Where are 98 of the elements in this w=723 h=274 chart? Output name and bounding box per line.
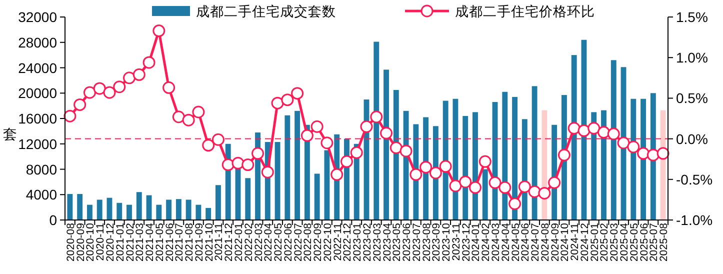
bar bbox=[156, 204, 162, 220]
x-tick-label: 2022-08 bbox=[302, 222, 314, 262]
x-tick-label: 2020-09 bbox=[74, 222, 87, 262]
x-tick-label: 2022-09 bbox=[312, 222, 324, 262]
bar bbox=[294, 110, 300, 220]
x-tick-label: 2025-03 bbox=[608, 222, 621, 262]
x-tick-label: 2021-09 bbox=[193, 222, 206, 262]
x-tick-label: 2024-11 bbox=[569, 222, 582, 261]
x-tick-label: 2023-02 bbox=[362, 222, 374, 262]
x-tick-label: 2021-02 bbox=[124, 222, 136, 262]
bar bbox=[166, 200, 172, 220]
bar bbox=[274, 142, 280, 220]
x-tick-label: 2025-06 bbox=[638, 222, 650, 262]
bar bbox=[126, 204, 132, 220]
x-tick-label: 2021-11 bbox=[213, 222, 226, 261]
x-tick-label: 2021-12 bbox=[223, 222, 236, 262]
x-tick-label: 2020-11 bbox=[94, 222, 107, 261]
x-tick-label: 2024-03 bbox=[490, 222, 502, 262]
x-tick-label: 2022-07 bbox=[292, 222, 304, 262]
x-tick-label: 2024-09 bbox=[549, 222, 562, 262]
y-tick-label: 0 bbox=[49, 212, 58, 228]
bar bbox=[314, 174, 320, 220]
y2-tick-label: 0.0% bbox=[676, 130, 708, 147]
y-tick-label: 20000 bbox=[18, 85, 58, 102]
bar bbox=[116, 202, 122, 220]
y2-tick-label: -0.5% bbox=[676, 171, 713, 188]
bar bbox=[176, 199, 182, 220]
x-tick-label: 2023-07 bbox=[410, 222, 423, 262]
x-tick-label: 2024-07 bbox=[530, 222, 542, 262]
x-tick-label: 2023-09 bbox=[430, 222, 443, 262]
y-tick-label: 12000 bbox=[18, 136, 58, 152]
x-tick-label: 2024-04 bbox=[500, 222, 512, 262]
x-tick-label: 2023-11 bbox=[450, 222, 462, 261]
bar bbox=[196, 204, 202, 220]
x-tick-label: 2021-10 bbox=[203, 222, 216, 262]
x-tick-label: 2024-12 bbox=[578, 222, 591, 262]
x-tick-label: 2024-02 bbox=[480, 222, 492, 262]
y-tick-label: 8000 bbox=[26, 161, 58, 178]
x-tick-label: 2024-10 bbox=[559, 222, 572, 262]
x-tick-label: 2024-05 bbox=[510, 222, 522, 262]
y2-tick-label: 0.5% bbox=[676, 90, 708, 106]
x-tick-label: 2021-04 bbox=[144, 222, 156, 262]
x-tick-label: 2023-03 bbox=[371, 222, 384, 262]
x-tick-label: 2020-12 bbox=[104, 222, 116, 262]
x-tick-label: 2023-12 bbox=[460, 222, 472, 262]
x-tick-label: 2025-02 bbox=[598, 222, 611, 262]
legend-label: 成都二手住宅成交套数 bbox=[196, 4, 336, 19]
x-tick-label: 2021-06 bbox=[164, 222, 176, 262]
x-tick-label: 2023-04 bbox=[381, 222, 394, 262]
x-tick-label: 2020-10 bbox=[84, 222, 97, 262]
bar bbox=[77, 194, 83, 220]
x-tick-label: 2025-07 bbox=[648, 222, 660, 262]
x-tick-label: 2022-01 bbox=[232, 222, 245, 262]
x-tick-label: 2021-01 bbox=[114, 222, 126, 262]
x-tick-label: 2024-01 bbox=[470, 222, 482, 262]
x-tick-label: 2021-07 bbox=[174, 222, 186, 262]
y-axis-title: 套 bbox=[3, 126, 17, 142]
bar bbox=[245, 178, 251, 220]
y-tick-label: 16000 bbox=[18, 110, 58, 126]
x-tick-label: 2022-05 bbox=[272, 222, 285, 262]
x-tick-label: 2022-03 bbox=[252, 222, 265, 262]
x-tick-label: 2021-05 bbox=[154, 222, 166, 262]
y2-tick-label: 1.5% bbox=[676, 9, 708, 25]
bar bbox=[136, 192, 142, 220]
x-tick-label: 2023-05 bbox=[391, 222, 404, 262]
y-tick-label: 28000 bbox=[18, 34, 58, 50]
bar bbox=[186, 200, 192, 220]
x-tick-label: 2022-12 bbox=[342, 222, 354, 262]
x-tick-label: 2023-10 bbox=[440, 222, 453, 262]
bar bbox=[216, 185, 221, 220]
x-tick-label: 2025-01 bbox=[588, 222, 601, 262]
x-tick-label: 2025-05 bbox=[628, 222, 640, 262]
y-tick-label: 24000 bbox=[18, 60, 58, 76]
bar bbox=[284, 115, 290, 220]
x-tick-label: 2023-08 bbox=[420, 222, 433, 262]
x-tick-label: 2022-11 bbox=[332, 222, 344, 261]
bar bbox=[96, 200, 102, 220]
bar bbox=[67, 194, 73, 220]
y-tick-label: 32000 bbox=[18, 9, 58, 25]
x-tick-label: 2021-08 bbox=[184, 222, 196, 262]
x-tick-label: 2022-04 bbox=[262, 222, 275, 262]
x-tick-label: 2025-04 bbox=[618, 222, 631, 262]
legend-label: 成都二手住宅价格环比 bbox=[455, 4, 595, 19]
x-tick-label: 2024-08 bbox=[539, 222, 552, 262]
y2-tick-label: 1.0% bbox=[676, 50, 708, 66]
x-tick-label: 2022-02 bbox=[242, 222, 255, 262]
x-tick-label: 2022-10 bbox=[322, 222, 334, 262]
x-tick-label: 2021-03 bbox=[134, 222, 146, 262]
bar bbox=[206, 208, 212, 220]
x-tick-label: 2025-08 bbox=[658, 222, 670, 262]
y-tick-label: 4000 bbox=[26, 186, 58, 203]
x-tick-label: 2022-06 bbox=[282, 222, 294, 262]
x-tick-label: 2024-06 bbox=[520, 222, 532, 262]
x-tick-label: 2023-06 bbox=[401, 222, 414, 262]
y2-tick-label: -1.0% bbox=[676, 212, 713, 228]
x-tick-label: 2020-08 bbox=[64, 222, 77, 262]
bar bbox=[86, 204, 92, 220]
x-tick-label: 2023-01 bbox=[352, 222, 364, 262]
